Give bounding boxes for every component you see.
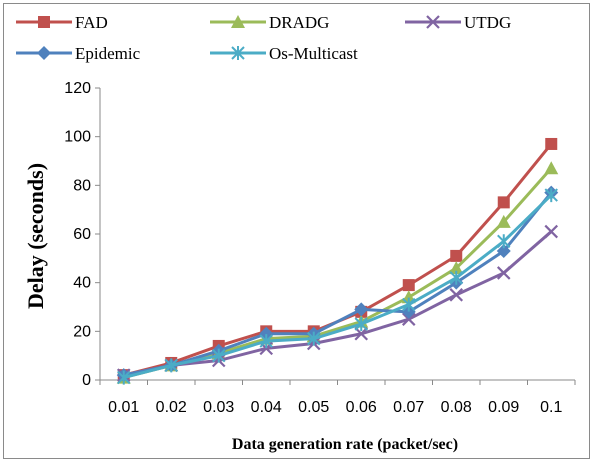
x-tick-label: 0.06 [346,399,377,416]
legend-item-epidemic: Epidemic [16,44,141,63]
data-point [544,224,559,239]
legend-label: FAD [75,13,108,32]
x-tick-label: 0.01 [108,399,139,416]
legend: FAD DRADG UTDG Epidemic Os-Multicast [16,13,511,63]
y-tick-label: 80 [73,177,91,194]
data-point [544,161,559,175]
legend-marker [231,15,245,28]
data-point [401,312,416,326]
x-tick-label: 0.1 [540,399,562,416]
legend-label: DRADG [269,13,329,32]
x-tick-label: 0.09 [488,399,519,416]
y-axis-ticks: 0 20 40 60 80 100 120 [64,80,100,389]
legend-label: UTDG [464,13,511,32]
data-point [307,331,321,346]
data-point [450,249,463,262]
legend-item-fad: FAD [16,13,108,32]
y-tick-label: 0 [82,372,91,389]
data-point [402,297,416,312]
x-tick-label: 0.04 [251,399,282,416]
series-line [123,193,553,380]
data-point [496,266,511,280]
y-tick-label: 40 [73,275,91,292]
x-tick-label: 0.02 [156,399,187,416]
x-tick-label: 0.08 [441,399,472,416]
y-tick-label: 20 [73,323,91,340]
x-axis-title: Data generation rate (packet/sec) [232,436,458,453]
data-point [449,270,463,285]
data-point [545,137,558,150]
legend-marker [37,46,51,60]
legend-marker [426,15,440,29]
legend-item-os-multicast: Os-Multicast [210,44,358,63]
data-point [497,234,511,249]
series-line [123,167,553,380]
y-tick-label: 100 [64,129,91,146]
x-axis-ticks: 0.01 0.02 0.03 0.04 0.05 0.06 0.07 0.08 0.09 0.1 [99,380,576,416]
legend-item-utdg: UTDG [405,13,511,32]
series-dradg [116,161,559,384]
data-point [544,188,558,203]
x-tick-label: 0.05 [298,399,329,416]
series-line [123,230,553,377]
series-line [123,191,553,377]
legend-label: Epidemic [75,44,141,63]
data-point [402,279,415,292]
x-tick-label: 0.07 [393,399,424,416]
data-point [354,302,369,317]
y-axis-title: Delay (seconds) [23,163,48,309]
data-point [354,326,369,341]
series-os-multicast [117,188,558,385]
data-point [259,334,273,349]
data-point [497,196,510,209]
y-tick-label: 120 [64,80,91,97]
legend-marker [38,16,50,28]
data-point [496,244,511,259]
data-point [449,288,464,302]
data-point [496,214,511,228]
series-line [123,143,553,377]
legend-label: Os-Multicast [269,44,358,63]
data-point [212,348,226,363]
axes [99,88,575,381]
data-point [117,370,131,385]
data-point [164,358,178,373]
data-point [449,261,464,275]
x-tick-label: 0.03 [203,399,234,416]
legend-item-dradg: DRADG [210,13,329,32]
data-point [354,317,368,332]
y-tick-label: 60 [73,226,91,243]
legend-marker [231,46,245,60]
plot-area [116,137,559,385]
chart-frame [3,3,590,459]
